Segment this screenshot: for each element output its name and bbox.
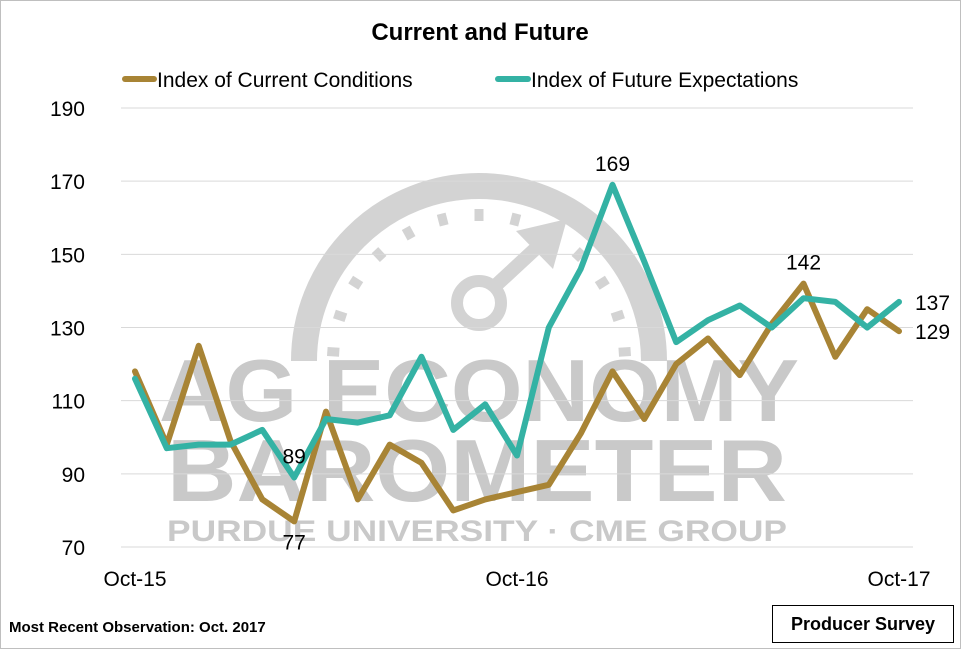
watermark-tick [436,212,449,227]
data-label: 142 [786,252,821,275]
x-axis-tick-labels: Oct-15 Oct-16 Oct-17 [103,568,930,591]
watermark-tick [594,275,610,290]
watermark-tick [333,309,348,323]
x-tick-label: Oct-17 [867,568,930,591]
watermark-gauge-arrowhead [516,219,567,269]
data-label: 129 [915,321,950,344]
data-label: 77 [282,531,305,554]
watermark-line3: PURDUE UNIVERSITY · CME GROUP [167,515,787,548]
watermark-tick [348,275,364,290]
x-tick-label: Oct-15 [103,568,166,591]
watermark-tick [401,225,416,241]
gridlines [121,107,913,548]
y-tick-label: 70 [62,537,85,560]
watermark-gauge-arc [291,173,667,362]
y-tick-label: 130 [50,318,85,341]
chart-title: Current and Future [371,19,588,46]
y-tick-label: 150 [50,244,85,267]
watermark-line1: AG ECONOMY [159,341,799,440]
producer-survey-badge: Producer Survey [772,605,954,643]
data-label: 137 [915,292,950,315]
watermark-tick [618,346,631,357]
y-tick-label: 170 [50,171,85,194]
data-label: 169 [595,153,630,176]
y-tick-label: 190 [50,98,85,121]
watermark-tick [327,346,340,357]
y-tick-label: 90 [62,464,85,487]
y-axis-tick-labels: 70 90 110 130 150 170 190 [50,98,85,560]
watermark-tick [610,309,625,323]
y-tick-label: 110 [52,391,85,414]
legend-label-future: Index of Future Expectations [531,69,798,92]
footnote: Most Recent Observation: Oct. 2017 [9,619,266,636]
data-labels: 89 77 169 142 137 129 [282,153,950,555]
watermark-gauge-hub [451,275,507,331]
legend: Index of Current Conditions Index of Fut… [122,69,798,92]
legend-label-current: Index of Current Conditions [157,69,413,92]
data-label: 89 [282,445,305,468]
watermark-logo: AG ECONOMY BAROMETER PURDUE UNIVERSITY ·… [159,173,799,548]
series-lines [132,181,902,525]
x-tick-label: Oct-16 [485,568,548,591]
watermark-tick [509,212,522,227]
